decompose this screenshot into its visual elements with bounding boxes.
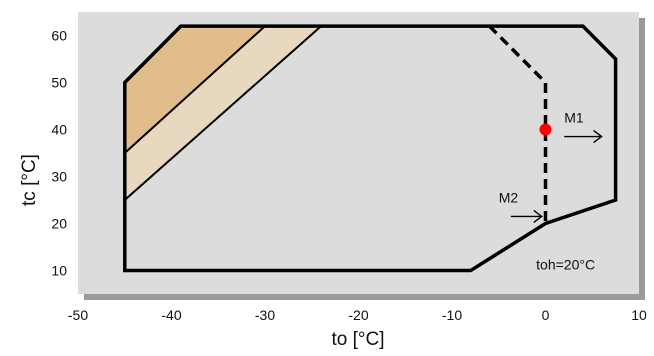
- m1-arrowhead: [593, 129, 603, 144]
- m1-label: M1: [564, 109, 584, 125]
- x-tick-label: -20: [348, 307, 368, 323]
- x-tick-label: 10: [631, 307, 647, 323]
- y-tick-label: 10: [51, 263, 67, 279]
- operating-point: [539, 123, 552, 136]
- operating-envelope: [123, 24, 618, 273]
- x-tick-label: -40: [161, 307, 181, 323]
- x-tick-label: -50: [68, 307, 88, 323]
- x-axis-label: to [°C]: [331, 329, 384, 350]
- boundary-line-b: [124, 25, 322, 201]
- x-tick-label: -10: [442, 307, 462, 323]
- y-tick-label: 50: [51, 75, 67, 91]
- x-axis-ticks: -50 -40 -30 -20 -10 0 10: [68, 307, 647, 323]
- y-tick-label: 30: [51, 169, 67, 185]
- y-tick-label: 40: [51, 122, 67, 138]
- m2-label: M2: [499, 189, 519, 205]
- y-axis-label: tc [°C]: [19, 154, 40, 206]
- toh-annotation: toh=20°C: [536, 257, 595, 273]
- x-tick-label: -30: [255, 307, 275, 323]
- y-axis-ticks: 10 20 30 40 50 60: [51, 28, 67, 279]
- boundary-line-a: [124, 25, 266, 154]
- y-tick-label: 60: [51, 28, 67, 44]
- y-tick-label: 20: [51, 216, 67, 232]
- x-tick-label: 0: [542, 307, 550, 323]
- m2-arrowhead: [533, 209, 543, 224]
